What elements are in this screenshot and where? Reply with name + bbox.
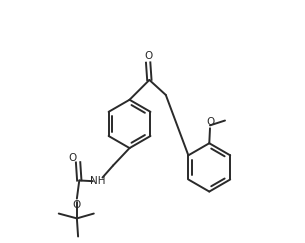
Text: NH: NH [90,176,106,186]
Text: O: O [73,200,81,210]
Text: O: O [68,153,76,163]
Text: O: O [144,51,152,61]
Text: O: O [206,117,214,128]
